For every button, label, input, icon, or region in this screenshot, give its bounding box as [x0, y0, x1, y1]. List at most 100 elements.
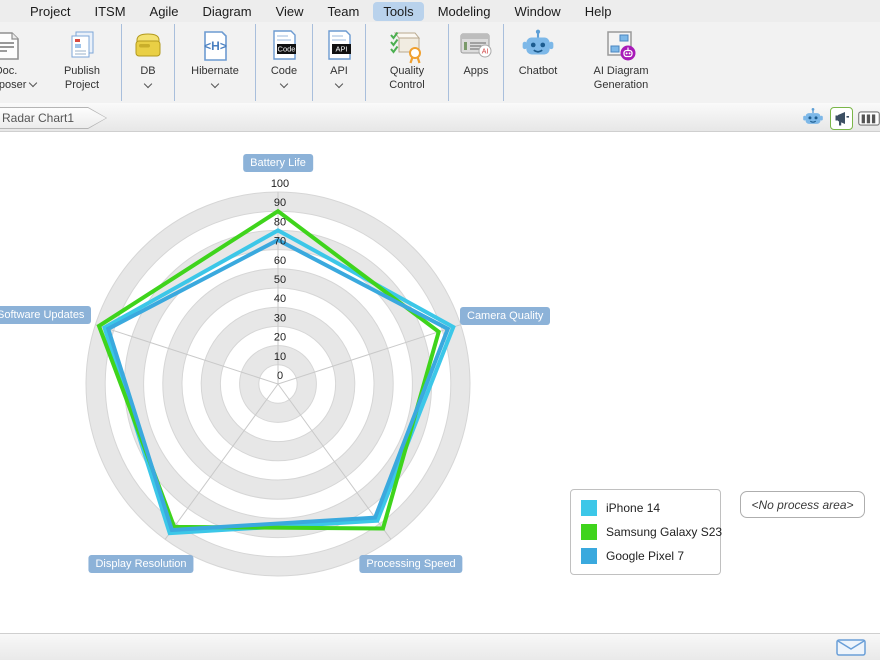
- menu-item-project[interactable]: Project: [30, 3, 71, 19]
- chevron-down-icon: [29, 78, 38, 87]
- api-icon: API: [321, 27, 357, 65]
- legend-label: iPhone 14: [606, 501, 661, 515]
- doc-composer-icon: [0, 27, 24, 65]
- radar-chart: 0 10 20 30 40 50 60 70 80 90 100: [85, 178, 471, 577]
- chart-legend: iPhone 14 Samsung Galaxy S23 Google Pixel …: [570, 489, 722, 575]
- toolbar-button-hibernate[interactable]: <H> Hibernate: [178, 22, 252, 103]
- menu-item-itsm[interactable]: ITSM: [94, 3, 126, 19]
- toolbar-separator: [255, 24, 256, 101]
- db-icon: [130, 27, 166, 65]
- toolbar-separator: [312, 24, 313, 101]
- radar-axis-spoke: [277, 324, 461, 385]
- toolbar-button-label: AI Diagram Generation: [593, 65, 649, 91]
- axis-label-battery-life: Battery Life: [243, 154, 313, 172]
- toolbar-button-db[interactable]: DB: [125, 22, 171, 103]
- legend-swatch: [581, 548, 597, 564]
- toolbar-button-ai-diagram-generation[interactable]: AI Diagram Generation: [569, 22, 673, 103]
- menu-item-view[interactable]: View: [275, 3, 304, 19]
- chevron-down-icon: [143, 79, 153, 88]
- filmstrip-icon[interactable]: [858, 106, 880, 130]
- radar-axis-spoke: [164, 383, 279, 540]
- legend-swatch: [581, 500, 597, 516]
- toolbar-button-label: Quality Control: [389, 65, 425, 91]
- radar-tick-label: 100: [271, 178, 289, 190]
- legend-swatch: [581, 524, 597, 540]
- legend-item: iPhone 14: [581, 496, 710, 520]
- diagram-canvas[interactable]: 0 10 20 30 40 50 60 70 80 90 100 Battery Life Camer…: [0, 132, 880, 632]
- toolbar-ribbon: Doc. Composer Publish Project DB <H> Hiberna…: [0, 22, 880, 103]
- hibernate-icon: <H>: [197, 27, 233, 65]
- tab-label: Radar Chart1: [2, 111, 75, 125]
- toolbar-button-doc-composer[interactable]: Doc. Composer: [0, 22, 46, 103]
- legend-item: Samsung Galaxy S23: [581, 520, 722, 544]
- radar-axis-spoke: [95, 324, 279, 385]
- toolbar-button-label: Publish Project: [63, 65, 101, 91]
- radar-tick-label: 30: [274, 312, 286, 324]
- toolbar-button-publish-project[interactable]: Publish Project: [46, 22, 118, 103]
- toolbar-button-quality-control[interactable]: Quality Control: [369, 22, 445, 103]
- ai-diagram-icon: [602, 27, 640, 65]
- radar-tick-label: 20: [274, 332, 286, 344]
- menu-item-modeling[interactable]: Modeling: [437, 3, 491, 19]
- radar-tick-label: 40: [274, 293, 286, 305]
- toolbar-button-label: Doc. Composer: [0, 65, 38, 93]
- legend-label: Google Pixel 7: [606, 549, 685, 563]
- code-icon: Code: [266, 27, 302, 65]
- axis-label-software-updates: Software Updates: [0, 306, 92, 324]
- legend-item: Google Pixel 7: [581, 544, 710, 568]
- svg-text:AI: AI: [482, 49, 489, 56]
- radar-series-google-pixel-7: [105, 237, 451, 533]
- menu-item-help[interactable]: Help: [584, 3, 612, 19]
- process-area-label: <No process area>: [751, 497, 854, 512]
- menu-item-diagram[interactable]: Diagram: [202, 3, 252, 19]
- svg-text:Code: Code: [278, 45, 296, 54]
- radar-tick-label: 10: [274, 351, 286, 363]
- publish-project-icon: [64, 27, 100, 65]
- tab-radar-chart1[interactable]: Radar Chart1: [0, 107, 107, 129]
- toolbar-button-apps[interactable]: AI Apps: [452, 22, 500, 103]
- menu-item-team[interactable]: Team: [327, 3, 360, 19]
- svg-text:API: API: [335, 45, 347, 54]
- toolbar-button-label: Chatbot: [518, 65, 558, 77]
- toolbar-separator: [174, 24, 175, 101]
- radar-tick-label: 60: [274, 255, 286, 267]
- radar-tick-label: 70: [274, 236, 286, 248]
- status-bar: [0, 633, 880, 660]
- toolbar-separator: [121, 24, 122, 101]
- quality-control-icon: [387, 27, 427, 65]
- radar-tick-label: 80: [274, 216, 286, 228]
- axis-label-processing-speed: Processing Speed: [359, 555, 463, 573]
- radar-tick-label: 50: [274, 274, 286, 286]
- chevron-down-icon: [334, 79, 344, 88]
- diagram-tab-bar: Radar Chart1: [0, 103, 880, 132]
- chevron-down-icon: [279, 79, 289, 88]
- menu-item-agile[interactable]: Agile: [149, 3, 179, 19]
- chatbot-icon[interactable]: [801, 106, 825, 130]
- radar-tick-label: 0: [277, 370, 283, 382]
- toolbar-button-code[interactable]: Code Code: [259, 22, 309, 103]
- menu-item-tools[interactable]: Tools: [373, 1, 424, 21]
- toolbar-button-api[interactable]: API API: [316, 22, 362, 103]
- announcement-icon[interactable]: [830, 106, 853, 130]
- svg-text:<H>: <H>: [204, 39, 227, 53]
- toolbar-separator: [365, 24, 366, 101]
- process-area-button[interactable]: <No process area>: [740, 491, 865, 518]
- toolbar-button-label: DB: [140, 65, 156, 77]
- radar-tick-label: 90: [274, 197, 286, 209]
- axis-label-camera-quality: Camera Quality: [460, 307, 551, 325]
- chatbot-icon: [519, 27, 557, 65]
- toolbar-separator: [503, 24, 504, 101]
- envelope-icon[interactable]: [836, 639, 866, 660]
- toolbar-button-label: Apps: [463, 65, 489, 77]
- chevron-down-icon: [210, 79, 220, 88]
- radar-axis-spoke: [277, 383, 392, 540]
- axis-label-display-resolution: Display Resolution: [88, 555, 194, 573]
- apps-icon: AI: [457, 27, 495, 65]
- toolbar-button-chatbot[interactable]: Chatbot: [507, 22, 569, 103]
- menu-bar: Project ITSM Agile Diagram View Team Tools Mode…: [0, 0, 880, 22]
- toolbar-button-label: Hibernate: [191, 65, 239, 77]
- toolbar-button-label: Code: [270, 65, 298, 77]
- menu-item-window[interactable]: Window: [514, 3, 561, 19]
- toolbar-separator: [448, 24, 449, 101]
